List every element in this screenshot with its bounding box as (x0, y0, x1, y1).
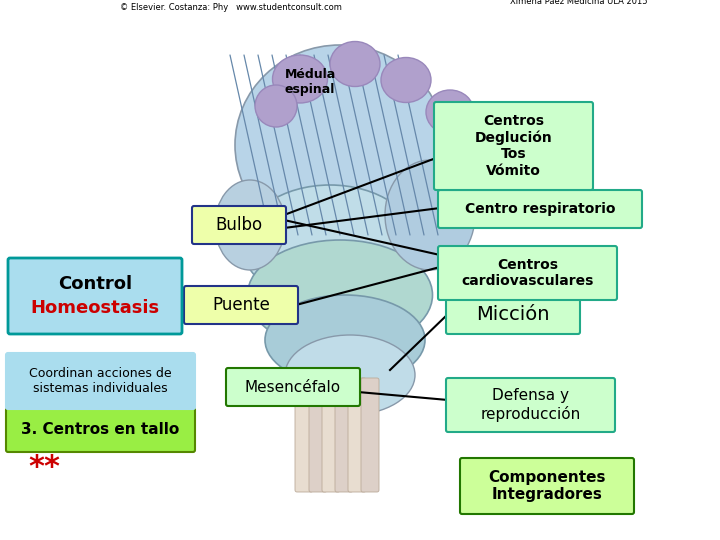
Text: Ximena Páez Medicina ULA 2015: Ximena Páez Medicina ULA 2015 (510, 0, 647, 6)
Ellipse shape (381, 57, 431, 103)
Text: 3. Centros en tallo: 3. Centros en tallo (22, 422, 179, 437)
FancyBboxPatch shape (348, 378, 366, 492)
FancyBboxPatch shape (446, 378, 615, 432)
FancyBboxPatch shape (434, 102, 593, 190)
Ellipse shape (243, 185, 418, 305)
Text: Centros
Deglución
Tos
Vómito: Centros Deglución Tos Vómito (474, 114, 552, 178)
FancyBboxPatch shape (6, 408, 195, 452)
Text: Centro respiratorio: Centro respiratorio (464, 202, 616, 216)
Text: Micción: Micción (476, 305, 550, 323)
FancyBboxPatch shape (335, 378, 353, 492)
FancyBboxPatch shape (322, 378, 340, 492)
FancyBboxPatch shape (460, 458, 634, 514)
FancyBboxPatch shape (226, 368, 360, 406)
FancyBboxPatch shape (6, 353, 195, 409)
Ellipse shape (215, 180, 285, 270)
Text: © Elsevier. Costanza: Phy   www.studentconsult.com: © Elsevier. Costanza: Phy www.studentcon… (120, 3, 342, 12)
Text: **: ** (28, 454, 60, 483)
Text: Coordinan acciones de
sistemas individuales: Coordinan acciones de sistemas individua… (30, 367, 172, 395)
Text: Mesencéfalo: Mesencéfalo (245, 380, 341, 395)
Ellipse shape (235, 45, 445, 245)
Ellipse shape (255, 85, 297, 127)
Text: Defensa y
reproducción: Defensa y reproducción (480, 388, 580, 422)
Text: Médula
espinal: Médula espinal (284, 68, 336, 96)
Text: Bulbo: Bulbo (215, 216, 263, 234)
FancyBboxPatch shape (361, 378, 379, 492)
FancyBboxPatch shape (446, 294, 580, 334)
FancyBboxPatch shape (309, 378, 327, 492)
Ellipse shape (272, 55, 328, 103)
Text: Puente: Puente (212, 296, 270, 314)
Ellipse shape (265, 295, 425, 385)
FancyBboxPatch shape (438, 190, 642, 228)
FancyBboxPatch shape (192, 206, 286, 244)
Ellipse shape (285, 335, 415, 415)
FancyBboxPatch shape (8, 258, 182, 334)
Ellipse shape (248, 240, 433, 350)
FancyBboxPatch shape (295, 378, 313, 492)
Text: Centros
cardiovasculares: Centros cardiovasculares (462, 258, 594, 288)
Text: Componentes
Integradores: Componentes Integradores (488, 470, 606, 502)
Ellipse shape (426, 90, 474, 134)
Ellipse shape (330, 42, 380, 86)
Text: Control: Control (58, 275, 132, 293)
Ellipse shape (385, 160, 475, 270)
FancyBboxPatch shape (438, 246, 617, 300)
FancyBboxPatch shape (184, 286, 298, 324)
Text: Homeostasis: Homeostasis (30, 299, 160, 317)
